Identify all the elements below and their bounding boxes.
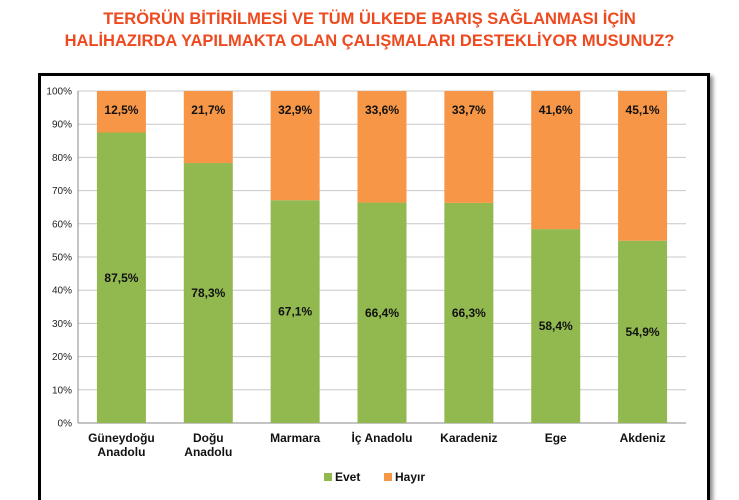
bar-hay-r [357, 91, 407, 203]
x-tick-label: Anadolu [97, 445, 145, 459]
bar-hay-r [618, 91, 668, 241]
x-tick-label: Akdeniz [620, 431, 666, 445]
data-label: 58,4% [539, 319, 573, 333]
stacked-bar-chart: 0% 10% 20% 30% 40% 50% 60% 70% 80% 90% 100% 87,5% 12… [46, 87, 686, 484]
x-tick-label: İç Anadolu [352, 430, 413, 445]
data-label: 33,7% [452, 103, 486, 117]
bar-hay-r [531, 91, 581, 230]
y-tick-label: 30% [52, 319, 72, 330]
legend-label-hay-r: Hayır [395, 470, 425, 484]
data-label: 67,1% [278, 305, 312, 319]
chart-frame: 0% 10% 20% 30% 40% 50% 60% 70% 80% 90% 100% 87,5% 12… [38, 73, 710, 500]
legend-swatch-evet [324, 473, 332, 481]
y-tick-label: 100% [46, 87, 72, 98]
y-tick-label: 40% [52, 286, 72, 297]
bar-evet [444, 202, 494, 423]
chart-title-line-1: TERÖRÜN BİTİRİLMESİ VE TÜM ÜLKEDE BARIŞ … [103, 10, 636, 28]
x-tick-label: Karadeniz [440, 431, 497, 445]
data-label: 45,1% [626, 103, 660, 117]
x-tick-label: Marmara [270, 431, 320, 445]
bar-hay-r [183, 91, 233, 164]
bar-evet [270, 200, 320, 423]
legend-swatch-hay-r [384, 473, 392, 481]
legend-label-evet: Evet [335, 470, 360, 484]
x-tick-label: Ege [545, 431, 567, 445]
y-tick-label: 60% [52, 219, 72, 230]
bar-evet [183, 163, 233, 423]
chart-title-line-2: HALİHAZIRDA YAPILMAKTA OLAN ÇALIŞMALARI … [64, 32, 675, 50]
data-label: 33,6% [365, 103, 399, 117]
bar-hay-r [270, 91, 320, 201]
y-tick-label: 20% [52, 352, 72, 363]
data-label: 54,9% [626, 325, 660, 339]
bar-evet [357, 202, 407, 423]
chart-title: TERÖRÜN BİTİRİLMESİ VE TÜM ÜLKEDE BARIŞ … [0, 8, 739, 52]
y-tick-label: 70% [52, 186, 72, 197]
y-tick-label: 80% [52, 153, 72, 164]
data-label: 66,3% [452, 306, 486, 320]
bar-hay-r [96, 91, 146, 133]
y-tick-label: 10% [52, 385, 72, 396]
y-tick-label: 0% [58, 419, 73, 430]
data-label: 78,3% [191, 286, 225, 300]
data-label: 12,5% [104, 103, 138, 117]
y-tick-label: 90% [52, 120, 72, 131]
data-label: 21,7% [191, 103, 225, 117]
x-tick-label: Doğu [193, 431, 224, 445]
data-label: 32,9% [278, 103, 312, 117]
y-tick-label: 50% [52, 253, 72, 264]
bar-evet [96, 132, 146, 423]
x-tick-label: Anadolu [184, 445, 232, 459]
data-label: 41,6% [539, 103, 573, 117]
data-label: 66,4% [365, 306, 399, 320]
x-tick-label: Güneydoğu [88, 431, 155, 445]
data-label: 87,5% [104, 271, 138, 285]
bar-evet [618, 240, 668, 423]
bar-hay-r [444, 91, 494, 203]
bar-evet [531, 229, 581, 423]
